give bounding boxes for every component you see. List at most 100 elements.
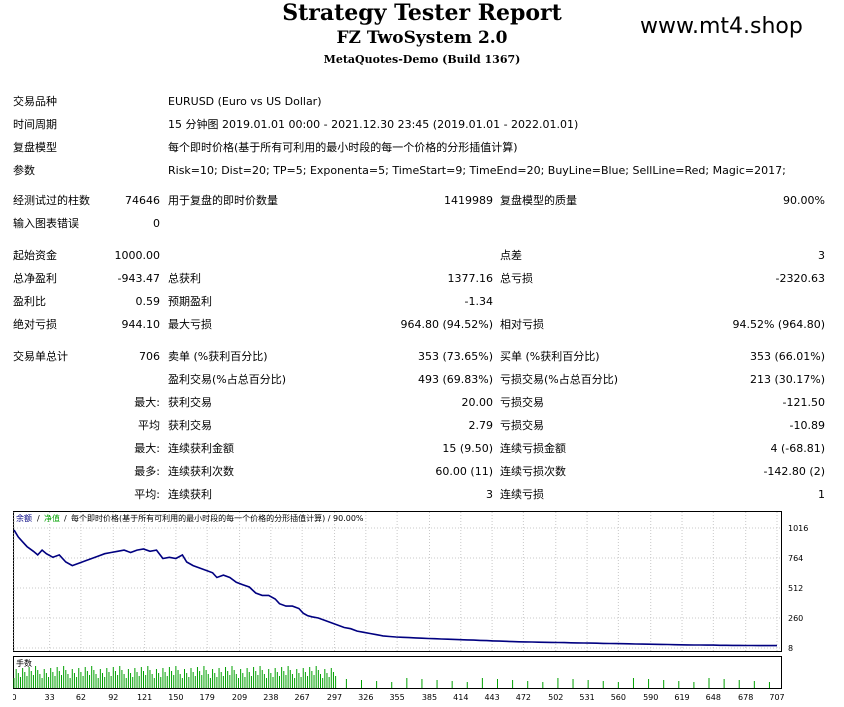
cons-avg-win-value: 3 — [486, 488, 493, 501]
gross-profit-label: 总获利 — [168, 272, 201, 285]
symbol-label: 交易品种 — [13, 95, 57, 108]
long-value: 353 (66.01%) — [749, 350, 825, 363]
model-label: 复盘模型 — [13, 141, 57, 154]
chart-grid — [13, 512, 781, 651]
x-tick-label: 531 — [579, 693, 594, 702]
cons-loss-amount-label: 连续亏损金额 — [500, 442, 566, 455]
x-tick-label: 472 — [516, 693, 531, 702]
ticks-value: 1419989 — [444, 194, 493, 207]
gross-loss-label: 总亏损 — [500, 272, 533, 285]
average-win-value: 2.79 — [468, 419, 494, 432]
balance-chart: 余额 / 净值 / 每个即时价格(基于所有可利用的最小时段的每一个价格的分形插值… — [13, 511, 808, 702]
spread-label: 点差 — [500, 249, 522, 262]
loss-trades-value: 213 (30.17%) — [749, 373, 825, 386]
quality-label: 复盘模型的质量 — [500, 194, 577, 207]
expert-name: FZ TwoSystem 2.0 — [336, 28, 508, 48]
x-tick-label: 590 — [643, 693, 658, 702]
watermark-site: www.mt4.shop — [640, 14, 803, 39]
x-tick-label: 33 — [45, 693, 55, 702]
max-drawdown-label: 最大亏损 — [168, 318, 212, 331]
x-tick-label: 297 — [327, 693, 342, 702]
cons-avg-loss-label: 连续亏损 — [500, 488, 544, 501]
errors-label: 输入图表错误 — [13, 217, 79, 230]
server-build: MetaQuotes-Demo (Build 1367) — [323, 53, 521, 66]
errors-value: 0 — [153, 217, 160, 230]
largest-win-value: 20.00 — [461, 396, 494, 409]
cons-avg-win-label: 连续获利 — [168, 488, 212, 501]
params-label: 参数 — [13, 164, 35, 177]
x-tick-label: 209 — [232, 693, 247, 702]
quality-value: 90.00% — [783, 194, 825, 207]
largest-label: 最大: — [134, 396, 160, 409]
params-value: Risk=10; Dist=20; TP=5; Exponenta=5; Tim… — [168, 164, 786, 177]
x-tick-label: 414 — [453, 693, 468, 702]
y-tick-label: 512 — [788, 584, 803, 593]
largest-loss-value: -121.50 — [782, 396, 825, 409]
cons-avg-label: 平均: — [134, 488, 160, 501]
period-value: 15 分钟图 2019.01.01 00:00 - 2021.12.30 23:… — [168, 118, 579, 131]
largest-loss-label: 亏损交易 — [500, 396, 544, 409]
report-title: Strategy Tester Report — [282, 0, 562, 26]
x-tick-label: 62 — [76, 693, 86, 702]
net-profit-value: -943.47 — [117, 272, 160, 285]
total-trades-label: 交易单总计 — [13, 350, 68, 363]
average-loss-value: -10.89 — [789, 419, 825, 432]
net-profit-label: 总净盈利 — [13, 272, 57, 285]
spread-value: 3 — [818, 249, 825, 262]
profit-factor-value: 0.59 — [135, 295, 161, 308]
x-tick-label: 502 — [548, 693, 563, 702]
x-tick-label: 238 — [263, 693, 278, 702]
average-label: 平均 — [138, 419, 160, 432]
cons-win-amount-label: 连续获利金额 — [168, 442, 234, 455]
average-win-label: 获利交易 — [168, 419, 212, 432]
legend-sep-2: / — [64, 514, 67, 523]
total-trades-value: 706 — [139, 350, 160, 363]
max-drawdown-value: 964.80 (94.52%) — [400, 318, 493, 331]
x-tick-label: 560 — [611, 693, 626, 702]
gross-loss-value: -2320.63 — [775, 272, 825, 285]
abs-drawdown-value: 944.10 — [121, 318, 161, 331]
x-tick-label: 150 — [168, 693, 183, 702]
x-tick-label: 619 — [674, 693, 689, 702]
short-value: 353 (73.65%) — [417, 350, 493, 363]
cons-avg-loss-value: 1 — [818, 488, 825, 501]
legend-balance: 余额 — [16, 513, 32, 523]
cons-loss-count-value: -142.80 (2) — [763, 465, 825, 478]
x-tick-label: 92 — [108, 693, 118, 702]
loss-trades-label: 亏损交易(%占总百分比) — [500, 373, 619, 386]
win-trades-value: 493 (69.83%) — [417, 373, 493, 386]
gross-profit-value: 1377.16 — [447, 272, 494, 285]
expected-payoff-value: -1.34 — [464, 295, 493, 308]
short-label: 卖单 (%获利百分比) — [168, 350, 268, 363]
average-loss-label: 亏损交易 — [500, 419, 544, 432]
ticks-label: 用于复盘的即时价数量 — [168, 194, 278, 207]
rel-drawdown-value: 94.52% (964.80) — [732, 318, 825, 331]
abs-drawdown-label: 绝对亏损 — [13, 318, 57, 331]
x-tick-label: 121 — [137, 693, 152, 702]
balance-line — [13, 529, 777, 647]
expected-payoff-label: 预期盈利 — [168, 295, 212, 308]
x-tick-label: 326 — [358, 693, 373, 702]
cons-win-count-label: 连续获利次数 — [168, 465, 234, 478]
largest-win-label: 获利交易 — [168, 396, 212, 409]
deposit-label: 起始资金 — [13, 249, 57, 262]
win-trades-label: 盈利交易(%占总百分比) — [168, 373, 287, 386]
y-axis-ticks: 1016 764 512 260 8 — [788, 524, 808, 653]
x-tick-label: 707 — [769, 693, 784, 702]
cons-loss-amount-value: 4 (-68.81) — [770, 442, 825, 455]
x-tick-label: 648 — [706, 693, 721, 702]
legend-sep-1: / — [37, 514, 40, 523]
cons-max-label: 最大: — [134, 442, 160, 455]
y-tick-label: 8 — [788, 644, 793, 653]
bars-label: 经测试过的柱数 — [13, 194, 90, 207]
profit-factor-label: 盈利比 — [13, 295, 46, 308]
legend-model: 每个即时价格(基于所有可利用的最小时段的每一个价格的分形插值计算) / 90.0… — [71, 513, 364, 523]
x-tick-label: 267 — [295, 693, 310, 702]
bars-value: 74646 — [125, 194, 160, 207]
y-tick-label: 764 — [788, 554, 803, 563]
x-tick-label: 0 — [13, 693, 17, 702]
y-tick-label: 260 — [788, 614, 803, 623]
lots-label: 手数 — [16, 658, 32, 668]
cons-loss-count-label: 连续亏损次数 — [500, 465, 566, 478]
legend-equity: 净值 — [44, 513, 60, 523]
